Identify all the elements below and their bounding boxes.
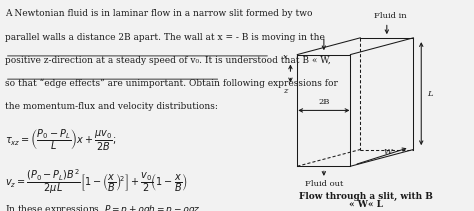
Text: W: W	[384, 148, 392, 156]
Text: 2B: 2B	[318, 98, 329, 106]
Text: x: x	[283, 53, 288, 61]
Text: « W« L: « W« L	[349, 200, 383, 210]
Text: positive z-direction at a steady speed of v₀. It is understood that B « W,: positive z-direction at a steady speed o…	[5, 56, 330, 65]
Text: $\tau_{xz} = \left(\dfrac{P_0 - P_L}{L}\right)x + \dfrac{\mu v_0}{2B};$: $\tau_{xz} = \left(\dfrac{P_0 - P_L}{L}\…	[5, 127, 116, 151]
Text: Flow through a slit, with B: Flow through a slit, with B	[299, 192, 433, 201]
Text: parallel walls a distance 2B apart. The wall at x = - B is moving in the: parallel walls a distance 2B apart. The …	[5, 33, 325, 42]
Text: $v_z = \dfrac{(P_0 - P_L)B^2}{2\mu L}\left[1-\left(\dfrac{x}{B}\right)^{\!2}\rig: $v_z = \dfrac{(P_0 - P_L)B^2}{2\mu L}\le…	[5, 167, 188, 196]
Text: Fluid out: Fluid out	[305, 180, 343, 188]
Text: L: L	[427, 90, 433, 98]
Text: so that “edge effects” are unimportant. Obtain following expressions for: so that “edge effects” are unimportant. …	[5, 79, 337, 88]
Text: Fluid in: Fluid in	[374, 12, 407, 20]
Text: z: z	[283, 87, 288, 95]
Text: the momentum-flux and velocity distributions:: the momentum-flux and velocity distribut…	[5, 102, 218, 111]
Text: A Newtonian fluid is in laminar flow in a narrow slit formed by two: A Newtonian fluid is in laminar flow in …	[5, 9, 312, 19]
Text: In these expressions  $P = p + \rho gh = p - \rho gz$: In these expressions $P = p + \rho gh = …	[5, 203, 201, 211]
